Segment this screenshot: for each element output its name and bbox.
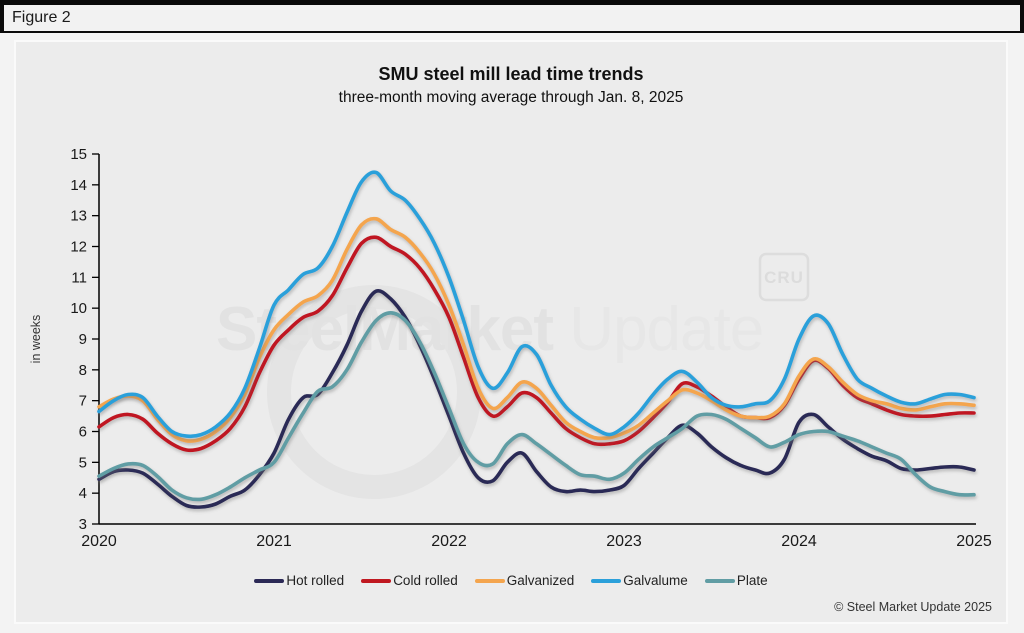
lead-time-chart: SteelMarket Update CRU 34567891011121314… [70,146,992,550]
series-line-galvanized [97,216,976,443]
series-line-plate [97,311,976,502]
figure-header: Figure 2 [0,5,1024,33]
series-lines [97,170,976,509]
y-tick-label: 7 [79,393,87,410]
legend-swatch [361,578,392,583]
y-tick-label: 14 [70,177,87,194]
y-tick-label: 13 [70,208,87,225]
legend-item-plate: Plate [704,573,768,588]
watermark-swoosh [267,285,481,499]
legend-label: Plate [736,573,768,588]
legend-item-hot-rolled: Hot rolled [254,573,344,588]
x-tick-label: 2020 [81,533,117,550]
y-tick-label: 10 [70,300,87,317]
y-tick-label: 11 [71,269,87,286]
cru-watermark-text: CRU [764,268,804,287]
series-line-galvalume [97,170,976,439]
chart-subtitle: three-month moving average through Jan. … [338,89,684,107]
x-tick-label: 2023 [606,533,642,550]
y-tick-label: 8 [79,362,87,379]
legend-label: Hot rolled [286,573,345,588]
legend-swatch [254,578,285,583]
chart-title: SMU steel mill lead time trends [378,64,644,84]
top-border-bar [0,0,1024,5]
chart-titles: SMU steel mill lead time trends three-mo… [16,62,1006,109]
legend-item-galvalume: Galvalume [591,573,688,588]
legend-swatch [474,578,505,583]
x-tick-label: 2022 [431,533,467,550]
y-tick-label: 4 [79,485,87,502]
axes: 3 4 5 6 7 8 9 10 11 12 13 14 15 2020 2021 2022 2023 2024 2… [70,146,992,550]
cru-watermark-box [758,252,810,302]
legend-item-galvanized: Galvanized [474,573,575,588]
y-tick-label: 9 [79,331,87,348]
legend-label: Galvanized [506,573,575,588]
legend-swatch [591,578,622,583]
figure-label: Figure 2 [12,9,71,26]
y-tick-label: 12 [70,239,87,256]
y-tick-label: 15 [70,146,87,163]
x-tick-label: 2025 [956,533,992,550]
legend-item-cold-rolled: Cold rolled [361,573,458,588]
y-tick-label: 3 [79,516,87,533]
y-tick-label: 6 [79,424,87,441]
legend-label: Cold rolled [393,573,458,588]
copyright-note: © Steel Market Update 2025 [834,600,992,614]
y-tick-label: 5 [79,454,87,471]
x-tick-label: 2024 [781,533,817,550]
x-tick-label: 2021 [256,533,292,550]
legend: Hot rolled Cold rolled Galvanized Galvalume… [16,573,1006,588]
chart-panel: SMU steel mill lead time trends three-mo… [14,40,1008,624]
legend-label: Galvalume [623,573,688,588]
series-line-hot-rolled [97,288,976,509]
legend-swatch [704,578,735,583]
